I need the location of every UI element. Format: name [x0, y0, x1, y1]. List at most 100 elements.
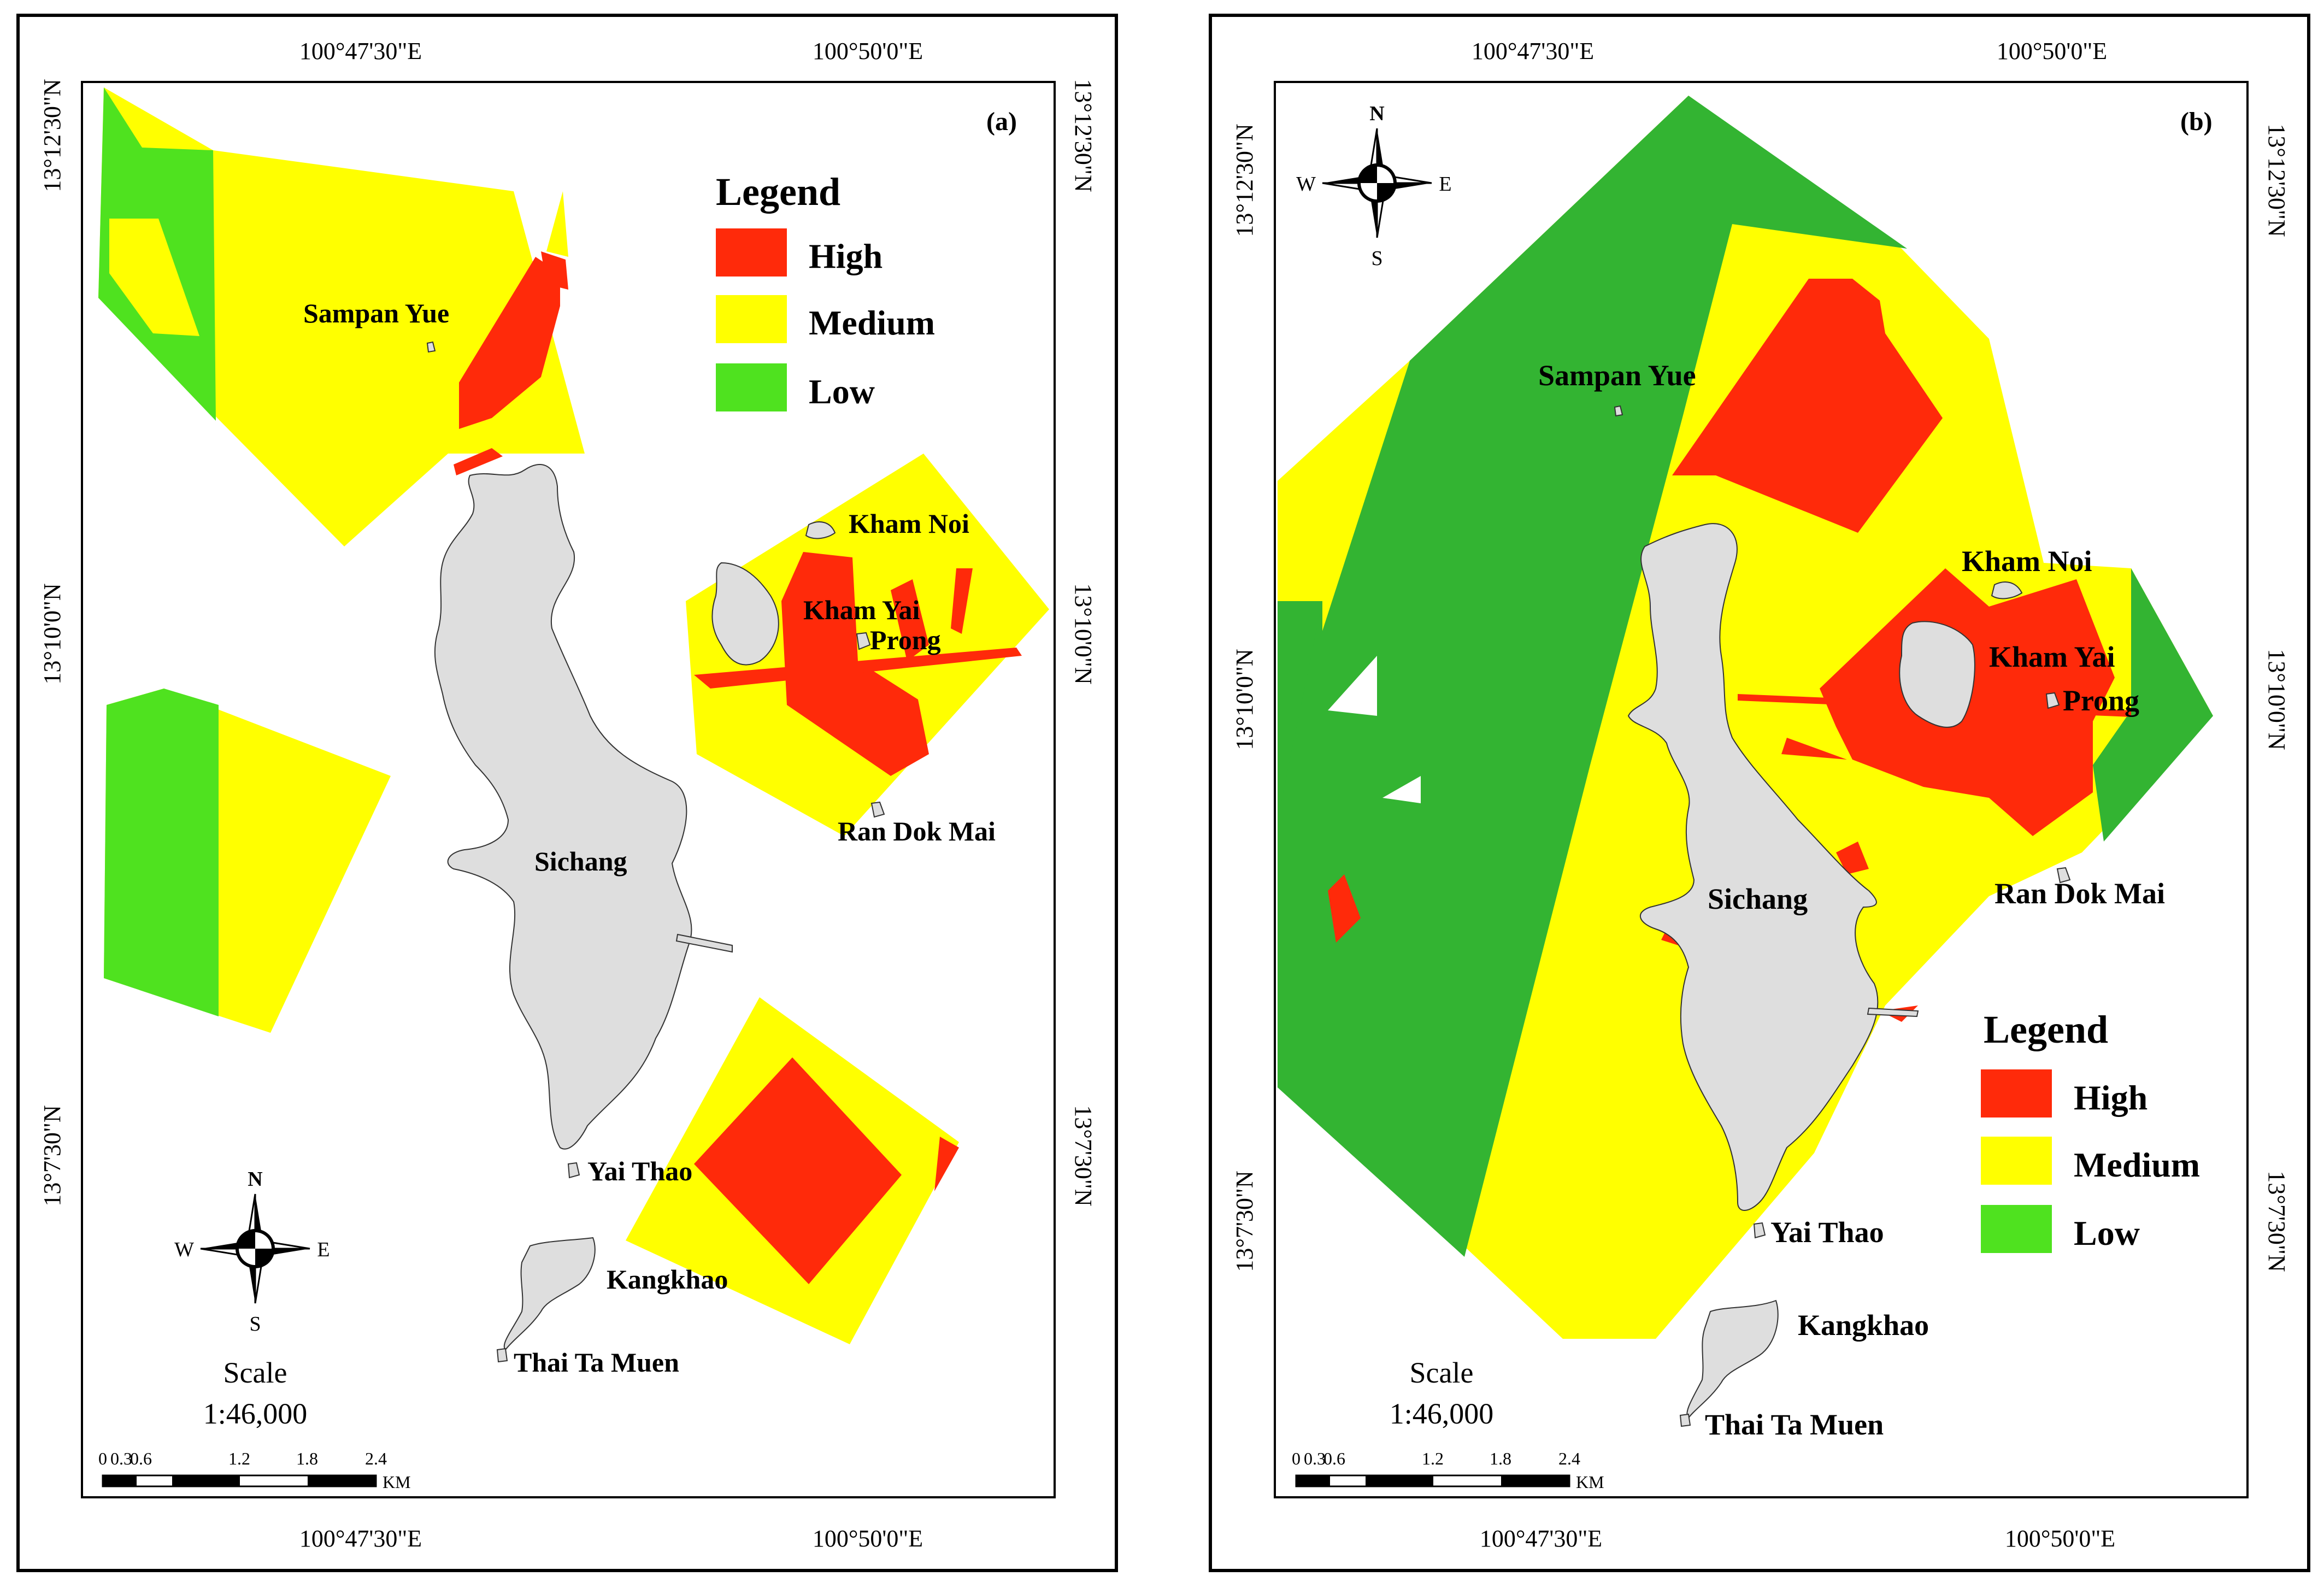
scale-a: Scale 1:46,000 0 0.3 0.6 1.2 1.8 2.4 KM [98, 1356, 411, 1492]
label-kham-noi: Kham Noi [849, 508, 969, 539]
risk-zone-southeast [626, 997, 959, 1344]
lon-label-bottom-1: 100°47'30"E [299, 1525, 422, 1552]
compass-n: N [1369, 102, 1384, 125]
island-thai-ta-muen [496, 1348, 508, 1363]
compass-s: S [1371, 247, 1382, 270]
lat-label-left-3: 13°7'30"N [1231, 1171, 1258, 1272]
compass-e: E [317, 1238, 330, 1261]
lon-label-bottom-2: 100°50'0"E [2005, 1525, 2115, 1552]
islands-b [1614, 405, 2071, 1427]
island-kham-yai [1899, 621, 1975, 728]
lon-label-top-1: 100°47'30"E [1472, 38, 1594, 64]
scale-unit: KM [383, 1472, 411, 1492]
north-arrow-icon: N S E W [174, 1168, 330, 1336]
island-sichang-pier [675, 933, 733, 953]
legend-swatch-high [1981, 1069, 2052, 1118]
compass-w: W [174, 1238, 194, 1261]
scale-tick-0-6: 0.6 [130, 1449, 152, 1468]
island-kham-noi [1991, 581, 2023, 599]
island-kham-yai [711, 562, 779, 666]
legend-label-medium: Medium [809, 303, 935, 342]
panel-a-border [16, 14, 1118, 1572]
panel-b: 100°47'30"E 100°50'0"E 100°47'30"E 100°5… [1209, 14, 2310, 1572]
lon-label-top-1: 100°47'30"E [299, 38, 422, 64]
label-kangkhao: Kangkhao [607, 1264, 728, 1295]
lat-label-right-1: 13°12'30"N [1070, 79, 1097, 192]
label-kham-yai: Kham Yai [1989, 640, 2115, 673]
risk-zone-main [1278, 96, 2213, 1339]
island-sichang-pier [1867, 1007, 1919, 1018]
compass-n: N [248, 1168, 262, 1191]
scale-ratio: 1:46,000 [203, 1397, 308, 1430]
lon-label-bottom-2: 100°50'0"E [813, 1525, 923, 1552]
scale-tick-0: 0 [98, 1449, 107, 1468]
lon-label-bottom-1: 100°47'30"E [1480, 1525, 1602, 1552]
legend-title: Legend [716, 170, 840, 214]
label-sampan-yue: Sampan Yue [1538, 359, 1696, 392]
scale-tick-2-4: 2.4 [365, 1449, 387, 1468]
scale-tick-2-4: 2.4 [1558, 1449, 1580, 1468]
label-kham-yai: Kham Yai [803, 595, 920, 625]
scale-tick-1-8: 1.8 [296, 1449, 318, 1468]
legend-label-medium: Medium [2074, 1145, 2200, 1184]
island-sampan-yue [426, 341, 436, 353]
lat-label-right-3: 13°7'30"N [1070, 1105, 1097, 1206]
scale-tick-1-8: 1.8 [1490, 1449, 1511, 1468]
label-prong: Prong [2063, 684, 2139, 717]
legend-swatch-low [1981, 1205, 2052, 1253]
risk-zone-west [104, 689, 391, 1033]
lat-label-left-1: 13°12'30"N [1231, 123, 1258, 237]
panel-b-tag: (b) [2180, 107, 2213, 136]
legend-swatch-medium [1981, 1137, 2052, 1185]
legend-swatch-low [716, 363, 787, 411]
lat-label-left-2: 13°10'0"N [39, 583, 66, 684]
panel-a-map-frame [81, 81, 1056, 1498]
label-sichang: Sichang [1708, 883, 1808, 915]
panel-a-tag: (a) [986, 107, 1017, 136]
label-yai-thao: Yai Thao [587, 1156, 692, 1186]
lon-label-top-2: 100°50'0"E [813, 38, 923, 64]
label-prong: Prong [870, 625, 941, 655]
label-thai-ta-muen: Thai Ta Muen [514, 1347, 679, 1378]
island-thai-ta-muen [1679, 1413, 1691, 1427]
island-kangkhao [1686, 1299, 1779, 1419]
scale-ratio: 1:46,000 [1390, 1397, 1494, 1430]
label-kham-noi: Kham Noi [1962, 545, 2092, 578]
legend-title: Legend [1984, 1008, 2108, 1051]
legend-label-low: Low [2074, 1214, 2140, 1252]
scale-tick-0-3: 0.3 [1304, 1449, 1326, 1468]
legend-swatch-medium [716, 295, 787, 343]
island-prong [2045, 692, 2060, 709]
label-sichang: Sichang [534, 846, 627, 877]
scale-tick-1-2: 1.2 [1422, 1449, 1444, 1468]
scale-tick-0-6: 0.6 [1323, 1449, 1345, 1468]
islands-a [426, 341, 885, 1363]
island-sichang [1627, 523, 1879, 1211]
legend-label-low: Low [809, 372, 875, 411]
island-kham-noi [805, 521, 836, 539]
island-sichang [434, 464, 692, 1150]
risk-zone-northwest [98, 87, 585, 546]
compass-e: E [1439, 173, 1451, 196]
label-ran-dok-mai: Ran Dok Mai [1994, 877, 2165, 910]
label-ran-dok-mai: Ran Dok Mai [838, 816, 996, 846]
lat-label-right-1: 13°12'30"N [2263, 123, 2290, 237]
island-ran-dok-mai [2056, 867, 2071, 884]
scale-tick-0-3: 0.3 [110, 1449, 132, 1468]
compass-s: S [249, 1313, 261, 1336]
panel-a: 100°47'30"E 100°50'0"E 100°47'30"E 100°5… [16, 14, 1118, 1572]
scale-b: Scale 1:46,000 0 0.3 0.6 1.2 1.8 2.4 KM [1292, 1356, 1604, 1492]
legend-a: Legend High Medium Low [716, 170, 935, 411]
scale-label: Scale [223, 1356, 287, 1389]
label-yai-thao: Yai Thao [1770, 1216, 1884, 1249]
legend-label-high: High [2074, 1078, 2148, 1117]
scale-tick-1-2: 1.2 [228, 1449, 250, 1468]
lat-label-left-3: 13°7'30"N [39, 1105, 66, 1206]
scale-label: Scale [1410, 1356, 1474, 1389]
legend-swatch-high [716, 228, 787, 277]
scale-unit: KM [1576, 1472, 1604, 1492]
lon-label-top-2: 100°50'0"E [1997, 38, 2107, 64]
island-yai-thao [567, 1162, 580, 1179]
label-sampan-yue: Sampan Yue [303, 298, 449, 328]
